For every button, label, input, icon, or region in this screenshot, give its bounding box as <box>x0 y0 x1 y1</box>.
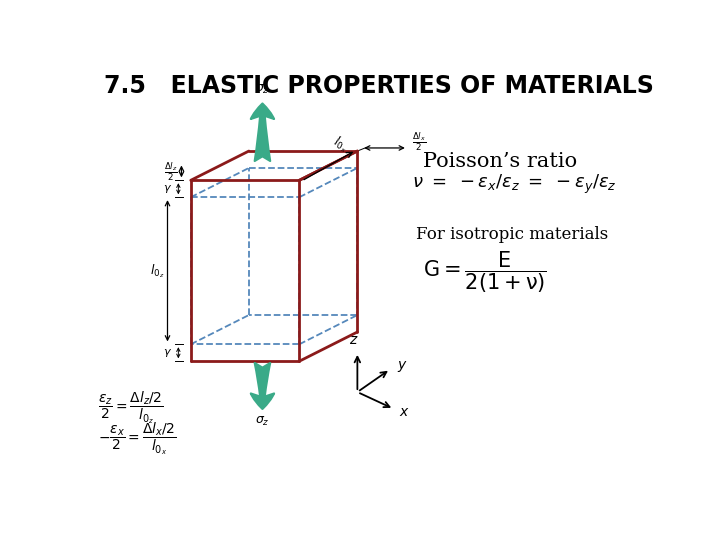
Text: $y$: $y$ <box>397 359 408 374</box>
Text: $\frac{\Delta l_z}{2}$: $\frac{\Delta l_z}{2}$ <box>164 160 179 183</box>
Text: $z$: $z$ <box>349 333 359 347</box>
Text: $\gamma$: $\gamma$ <box>163 347 172 359</box>
Text: $l_{0_x}$: $l_{0_x}$ <box>330 133 351 155</box>
Text: $\frac{\Delta l_x}{2}$: $\frac{\Delta l_x}{2}$ <box>412 131 426 153</box>
Text: 7.5   ELASTIC PROPERTIES OF MATERIALS: 7.5 ELASTIC PROPERTIES OF MATERIALS <box>104 74 654 98</box>
Text: Poisson’s ratio: Poisson’s ratio <box>423 152 577 171</box>
Text: $x$: $x$ <box>399 405 409 419</box>
Text: For isotropic materials: For isotropic materials <box>415 226 608 242</box>
Text: $l_{0_z}$: $l_{0_z}$ <box>150 262 164 280</box>
Text: $\sigma_z$: $\sigma_z$ <box>255 83 270 96</box>
Text: $\gamma$: $\gamma$ <box>163 183 172 195</box>
Text: $\mathsf{G} = \dfrac{\mathsf{E}}{\mathsf{2(1+\nu)}}$: $\mathsf{G} = \dfrac{\mathsf{E}}{\mathsf… <box>423 250 547 295</box>
Text: $\nu\ =\ -\varepsilon_x/\varepsilon_z\ =\ -\varepsilon_y/\varepsilon_z$: $\nu\ =\ -\varepsilon_x/\varepsilon_z\ =… <box>412 173 616 196</box>
Text: $\dfrac{\varepsilon_z}{2} = \dfrac{\Delta l_z/2}{l_{0_z}}$: $\dfrac{\varepsilon_z}{2} = \dfrac{\Delt… <box>98 389 163 426</box>
Text: $\sigma_z$: $\sigma_z$ <box>255 415 270 428</box>
Text: $-\dfrac{\varepsilon_x}{2} = \dfrac{\Delta l_x/2}{l_{0_x}}$: $-\dfrac{\varepsilon_x}{2} = \dfrac{\Del… <box>98 420 176 457</box>
